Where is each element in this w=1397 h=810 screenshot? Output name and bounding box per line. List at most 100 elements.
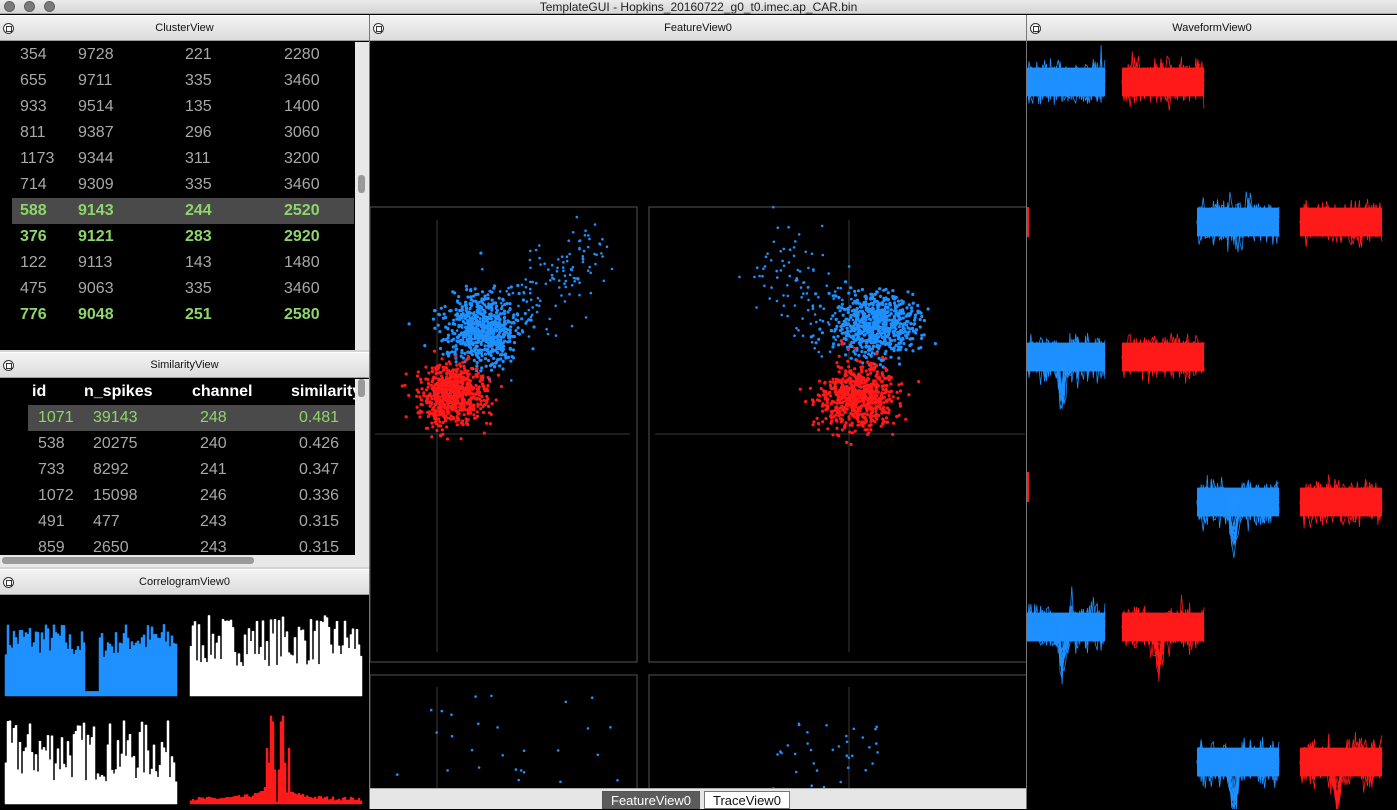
feature-point	[861, 361, 865, 365]
table-row[interactable]: 354 9728 221 2280	[0, 42, 354, 68]
float-icon[interactable]	[373, 23, 384, 34]
tab-trace-view[interactable]: TraceView0	[704, 791, 790, 809]
feature-point	[818, 327, 822, 331]
feature-point	[821, 253, 825, 257]
similarity-horizontal-scrollbar[interactable]	[0, 555, 369, 567]
column-header-similarity[interactable]: similarity	[291, 383, 362, 400]
table-row[interactable]: 491 477 243 0.315	[0, 509, 355, 535]
table-row[interactable]: 733 8292 241 0.347	[0, 457, 355, 483]
feature-point	[829, 386, 833, 390]
feature-point	[455, 347, 459, 351]
waveform-trace	[1121, 336, 1205, 377]
correlogram-canvas[interactable]	[0, 596, 369, 809]
feature-point	[860, 412, 864, 416]
splitter[interactable]	[1026, 15, 1027, 809]
autocorrelogram-cluster-a	[4, 624, 178, 697]
table-row[interactable]: 1072 15098 246 0.336	[0, 483, 355, 509]
table-cell-channel: 246	[200, 487, 227, 504]
cluster-scroll-thumb[interactable]	[358, 175, 365, 193]
feature-point	[420, 387, 424, 391]
feature-point	[430, 408, 435, 412]
table-row[interactable]: 811 9387 296 3060	[0, 120, 354, 146]
feature-point	[865, 326, 869, 330]
splitter[interactable]	[0, 350, 369, 352]
feature-point	[809, 748, 813, 752]
feature-point	[887, 394, 891, 398]
splitter[interactable]	[0, 567, 369, 569]
table-row[interactable]: 1173 9344 311 3200	[0, 146, 354, 172]
feature-view-title: FeatureView0	[664, 22, 732, 34]
feature-point	[435, 428, 439, 433]
feature-point	[478, 317, 482, 321]
column-header-id[interactable]: id	[32, 383, 47, 400]
similarity-hscroll-thumb[interactable]	[2, 557, 254, 564]
table-row[interactable]: 376 9121 283 2920	[0, 224, 354, 250]
table-row[interactable]: 933 9514 135 1400	[0, 94, 354, 120]
feature-point	[498, 312, 502, 316]
table-cell-id: 714	[20, 176, 47, 193]
feature-point	[834, 317, 838, 321]
feature-point	[500, 349, 505, 353]
feature-point	[879, 302, 883, 306]
feature-point	[776, 276, 779, 279]
float-icon[interactable]	[3, 360, 14, 371]
table-cell-n-spikes: 9728	[78, 46, 114, 63]
feature-point	[426, 382, 431, 386]
feature-point	[443, 403, 447, 407]
float-icon[interactable]	[3, 577, 14, 588]
float-icon[interactable]	[3, 23, 14, 34]
feature-point	[851, 318, 855, 322]
feature-point	[473, 416, 477, 420]
similarity-vertical-scrollbar[interactable]	[355, 379, 369, 557]
feature-point	[841, 377, 845, 381]
close-window-button[interactable]	[4, 1, 15, 12]
feature-point	[850, 421, 854, 425]
waveform-canvas[interactable]	[1027, 42, 1397, 809]
feature-point	[475, 361, 479, 365]
feature-point	[498, 341, 502, 345]
feature-point	[793, 334, 796, 338]
feature-canvas[interactable]	[370, 42, 1026, 809]
table-cell-n-spikes: 9048	[78, 306, 114, 323]
table-row[interactable]: 122 9113 143 1480	[0, 250, 354, 276]
table-cell-channel: 283	[185, 228, 212, 245]
column-header-n-spikes[interactable]: n_spikes	[84, 383, 153, 400]
table-row[interactable]: 1071 39143 248 0.481	[28, 405, 355, 431]
feature-point	[898, 322, 903, 326]
cluster-b-points	[798, 339, 921, 446]
feature-point	[440, 428, 444, 432]
column-header-channel[interactable]: channel	[192, 383, 253, 400]
feature-point	[877, 413, 881, 418]
feature-point	[881, 328, 885, 332]
similarity-scroll-thumb[interactable]	[358, 379, 365, 397]
feature-point	[887, 318, 892, 322]
feature-point	[456, 409, 460, 414]
minimize-window-button[interactable]	[24, 1, 35, 12]
table-cell-similarity: 0.315	[299, 513, 340, 530]
table-row[interactable]: 714 9309 335 3460	[0, 172, 354, 198]
table-row[interactable]: 655 9711 335 3460	[0, 68, 354, 94]
feature-point	[907, 393, 911, 397]
feature-point	[856, 337, 860, 341]
feature-point	[868, 406, 872, 411]
feature-point	[468, 335, 472, 339]
table-row[interactable]: 588 9143 244 2520	[12, 198, 354, 224]
feature-point	[578, 281, 581, 284]
feature-point	[833, 311, 837, 315]
feature-point	[909, 322, 913, 326]
zoom-window-button[interactable]	[44, 1, 55, 12]
waveform-cluster	[1196, 191, 1280, 253]
table-row[interactable]: 538 20275 240 0.426	[0, 431, 355, 457]
tab-feature-view[interactable]: FeatureView0	[602, 791, 700, 809]
feature-point	[556, 266, 559, 270]
feature-point	[536, 296, 540, 300]
table-row[interactable]: 475 9063 335 3460	[0, 276, 354, 302]
feature-point	[424, 388, 429, 392]
float-icon[interactable]	[1030, 23, 1041, 34]
feature-point	[825, 724, 828, 727]
table-row[interactable]: 859 2650 243 0.315	[0, 535, 355, 555]
table-row[interactable]: 776 9048 251 2580	[0, 302, 354, 328]
feature-point	[481, 267, 484, 271]
feature-point	[832, 342, 836, 346]
cluster-vertical-scrollbar[interactable]	[355, 42, 369, 350]
